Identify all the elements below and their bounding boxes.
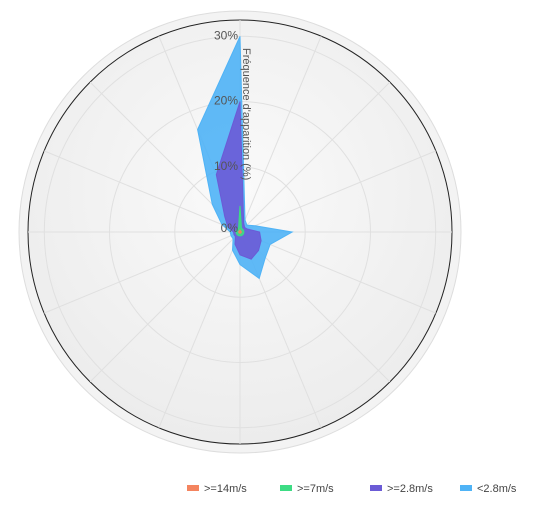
legend-label: >=14m/s (204, 483, 247, 495)
y-tick-label: 30% (214, 28, 238, 42)
legend: >=14m/s >=7m/s >=2.8m/s <2.8m/s (187, 483, 517, 495)
legend-swatch (280, 485, 292, 491)
series-area (215, 101, 262, 260)
grid-spoke (158, 231, 241, 429)
y-tick-label: 20% (214, 94, 238, 108)
series-area (197, 36, 294, 280)
grid-spoke (43, 231, 241, 314)
legend-swatch (460, 485, 472, 491)
grid-spoke (239, 81, 391, 233)
series-area (238, 229, 242, 234)
legend-swatch (187, 485, 199, 491)
legend-label: >=7m/s (297, 483, 334, 495)
legend-label: >=2.8m/s (387, 483, 433, 495)
legend-label: <2.8m/s (477, 483, 517, 495)
y-tick-label: 0% (221, 221, 239, 235)
y-tick-label: 10% (214, 159, 238, 173)
series-area (235, 205, 245, 237)
grid-spoke (239, 231, 437, 314)
grid-spoke (239, 150, 437, 233)
legend-swatch (370, 485, 382, 491)
axis-label: Fréquence d'apparition (%) (240, 48, 252, 180)
marks (197, 36, 294, 280)
grid-spoke (43, 150, 241, 233)
grid-spoke (89, 231, 241, 383)
grid-spoke (239, 35, 322, 233)
labels: 0% 10% 20% 30% (214, 28, 238, 235)
